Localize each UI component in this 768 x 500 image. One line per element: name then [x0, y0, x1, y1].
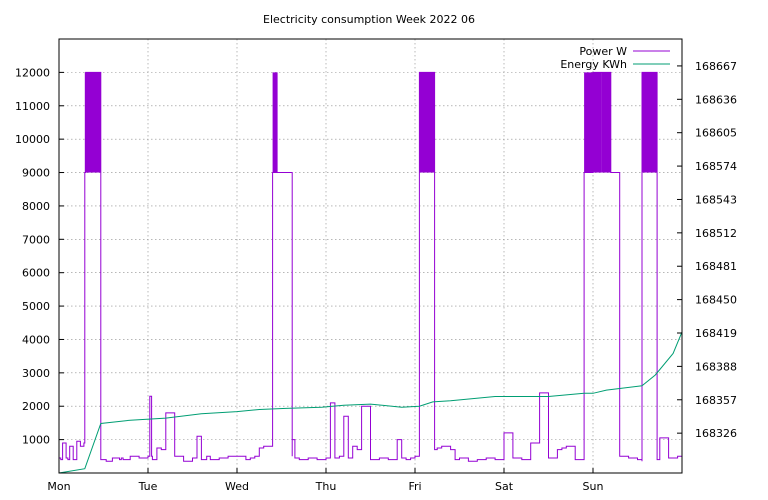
y-right-tick-label: 168574 [695, 160, 737, 173]
legend-label-power: Power W [579, 45, 627, 58]
y-right-tick-label: 168512 [695, 227, 737, 240]
y-left-tick-label: 12000 [15, 66, 50, 79]
power-series-line [59, 71, 682, 462]
plot-frame [58, 38, 683, 474]
left-axis-ticks: 1000 2000 3000 4000 5000 6000 7000 8000 9000 1000… [15, 66, 64, 447]
power-series-layer [59, 71, 682, 462]
y-left-tick-label: 5000 [22, 300, 50, 313]
y-right-tick-label: 168667 [695, 60, 737, 73]
y-right-tick-label: 168636 [695, 93, 737, 106]
x-tick-label: Sun [583, 480, 604, 493]
energy-series-layer [58, 331, 683, 474]
y-right-tick-label: 168326 [695, 427, 737, 440]
y-left-tick-label: 9000 [22, 167, 50, 180]
power-heating-block [601, 72, 611, 173]
y-left-tick-label: 4000 [22, 333, 50, 346]
x-tick-label: Sat [495, 480, 514, 493]
y-right-tick-label: 168543 [695, 193, 737, 206]
y-right-tick-label: 168388 [695, 360, 737, 373]
y-left-tick-label: 2000 [22, 400, 50, 413]
y-left-tick-label: 11000 [15, 100, 50, 113]
energy-series-line [58, 331, 683, 474]
y-right-tick-label: 168419 [695, 327, 737, 340]
y-left-tick-label: 7000 [22, 233, 50, 246]
x-axis-ticks: Mon Tue Wed Thu Fri Sat Sun [47, 468, 603, 493]
y-left-tick-label: 3000 [22, 367, 50, 380]
power-heating-block [84, 72, 86, 173]
y-right-tick-label: 168450 [695, 294, 737, 307]
y-left-tick-label: 6000 [22, 267, 50, 280]
legend-label-energy: Energy KWh [560, 58, 627, 71]
x-tick-label: Thu [315, 480, 337, 493]
x-tick-label: Tue [138, 480, 158, 493]
x-tick-label: Mon [47, 480, 70, 493]
power-heating-block [593, 72, 602, 173]
y-right-tick-label: 168605 [695, 127, 737, 140]
power-heating-block [584, 72, 593, 173]
y-right-tick-label: 168357 [695, 394, 737, 407]
power-heating-block [272, 72, 278, 173]
legend: Power W Energy KWh [560, 45, 670, 71]
y-right-tick-label: 168481 [695, 260, 737, 273]
x-tick-label: Wed [225, 480, 249, 493]
y-left-tick-label: 1000 [22, 434, 50, 447]
right-axis-ticks: 168326 168357 168388 168419 168450 168481 1685… [677, 60, 737, 440]
power-heating-block [641, 72, 658, 173]
power-heating-block [419, 72, 435, 173]
y-left-tick-label: 8000 [22, 200, 50, 213]
y-left-tick-label: 10000 [15, 133, 50, 146]
chart-title: Electricity consumption Week 2022 06 [263, 13, 475, 26]
x-tick-label: Fri [408, 480, 421, 493]
power-heating-block [85, 72, 101, 173]
